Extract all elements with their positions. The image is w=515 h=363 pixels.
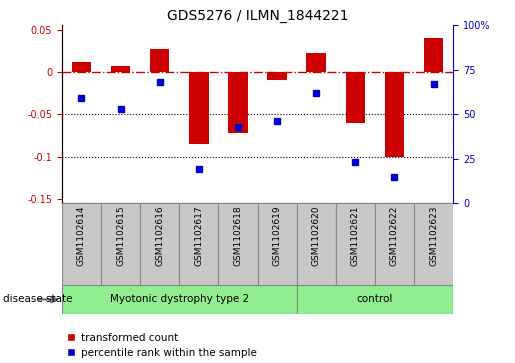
- Text: GSM1102623: GSM1102623: [429, 206, 438, 266]
- Bar: [346, 72, 365, 123]
- Legend: transformed count, percentile rank within the sample: transformed count, percentile rank withi…: [67, 333, 256, 358]
- Bar: [218, 203, 258, 285]
- Bar: [297, 203, 336, 285]
- Text: GSM1102615: GSM1102615: [116, 206, 125, 266]
- Bar: [375, 203, 414, 285]
- Bar: [306, 53, 326, 72]
- Bar: [111, 66, 130, 72]
- Text: GSM1102622: GSM1102622: [390, 206, 399, 266]
- Text: GSM1102621: GSM1102621: [351, 206, 360, 266]
- Text: GSM1102616: GSM1102616: [155, 206, 164, 266]
- Bar: [101, 203, 140, 285]
- Text: GSM1102617: GSM1102617: [194, 206, 203, 266]
- Text: GSM1102619: GSM1102619: [272, 206, 282, 266]
- Bar: [336, 203, 375, 285]
- Bar: [297, 285, 453, 314]
- Bar: [385, 72, 404, 157]
- Bar: [228, 72, 248, 133]
- Text: disease state: disease state: [3, 294, 72, 305]
- Bar: [189, 72, 209, 144]
- Text: GSM1102620: GSM1102620: [312, 206, 321, 266]
- Bar: [62, 285, 297, 314]
- Text: control: control: [357, 294, 393, 305]
- Bar: [414, 203, 453, 285]
- Bar: [179, 203, 218, 285]
- Text: Myotonic dystrophy type 2: Myotonic dystrophy type 2: [110, 294, 249, 305]
- Text: GSM1102614: GSM1102614: [77, 206, 86, 266]
- Bar: [72, 62, 91, 72]
- Bar: [62, 203, 101, 285]
- Text: GSM1102618: GSM1102618: [233, 206, 243, 266]
- Bar: [267, 72, 287, 81]
- Bar: [424, 38, 443, 72]
- Bar: [258, 203, 297, 285]
- Bar: [140, 203, 179, 285]
- Bar: [150, 49, 169, 72]
- Title: GDS5276 / ILMN_1844221: GDS5276 / ILMN_1844221: [167, 9, 348, 23]
